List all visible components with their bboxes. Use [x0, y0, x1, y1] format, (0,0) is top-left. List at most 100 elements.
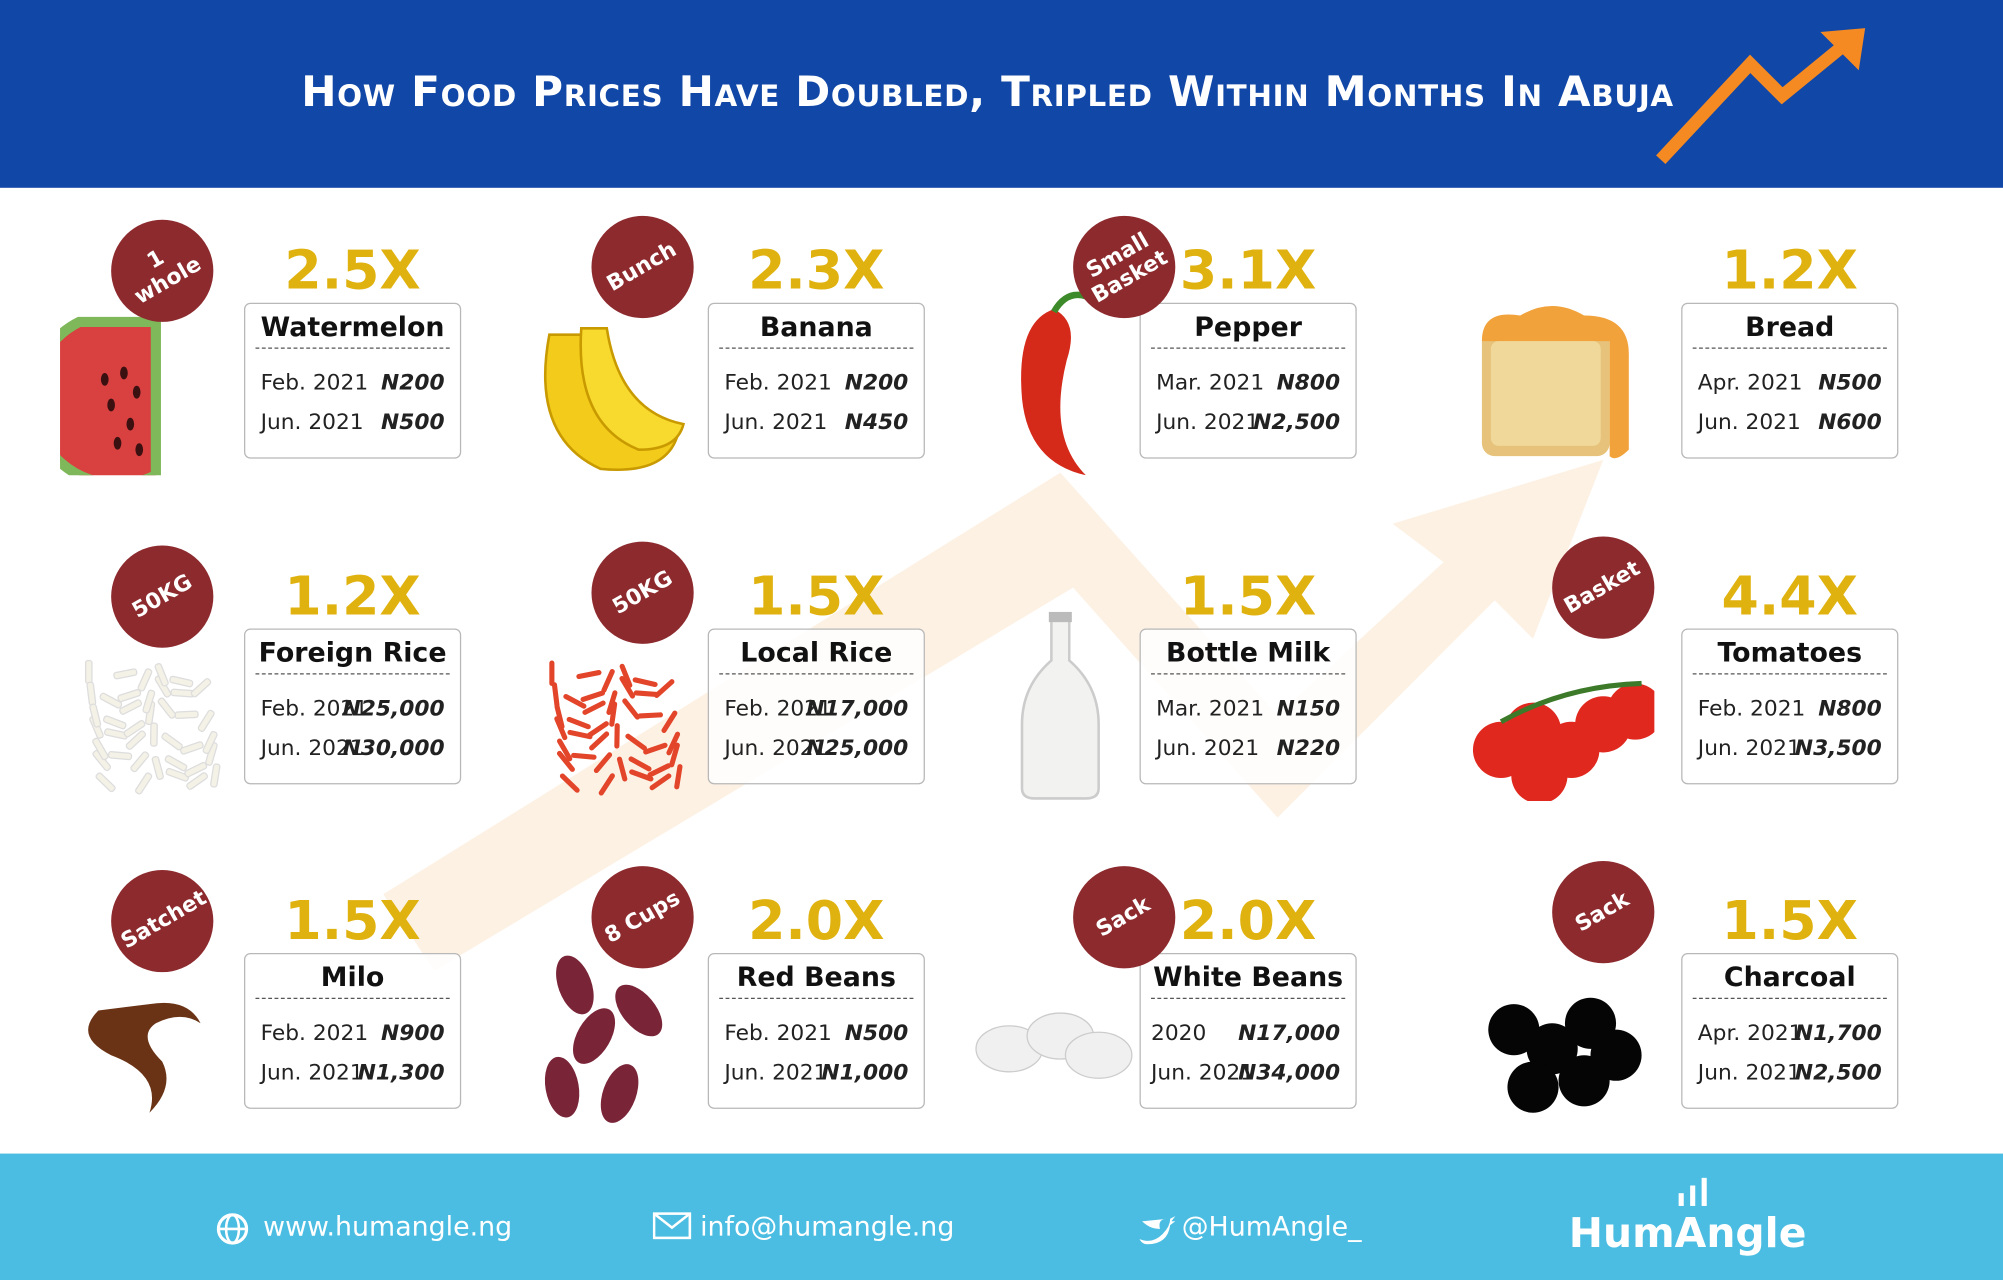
multiplier: 2.3X [748, 238, 885, 302]
shape [1504, 702, 1562, 759]
item-name: Local Rice [740, 637, 893, 669]
shape [601, 669, 615, 693]
date: Jun. 2021 [724, 1060, 828, 1086]
price: N900 [381, 1020, 445, 1047]
shape [563, 693, 587, 709]
shape [202, 730, 218, 755]
shape [126, 417, 135, 431]
shape [556, 750, 575, 772]
badge-text: 50KG [127, 568, 197, 624]
price: N500 [844, 1020, 909, 1047]
date: Jun. 2021 [260, 735, 364, 762]
shape [674, 764, 683, 790]
header-arrow [1656, 28, 1866, 165]
unit-badge: Satchet [111, 869, 214, 973]
shape [556, 738, 573, 762]
shape [600, 1064, 639, 1123]
food-illustration [1463, 284, 1655, 476]
shape [586, 721, 609, 738]
shape [84, 659, 221, 795]
multiplier: 1.5X [1179, 564, 1317, 628]
shape [157, 697, 177, 719]
shape [224, 1213, 241, 1245]
shape [643, 742, 668, 755]
shape [567, 729, 593, 740]
price: N17,000 [1238, 1020, 1341, 1047]
price: N500 [1818, 370, 1882, 397]
price-card: Watermelon Feb. 2021 N200 Jun. 2021 N500 [244, 302, 462, 459]
shape [1499, 680, 1642, 725]
divider [719, 997, 914, 1000]
badge-text: 1 whole [130, 244, 206, 311]
food-illustration [60, 934, 252, 1126]
multiplier: 2.5X [284, 238, 421, 302]
shape [125, 730, 147, 750]
price-card: Charcoal Apr. 2021 N1,700 Jun. 2021 N2,500 [1681, 953, 1899, 1109]
price: N2,500 [1794, 1060, 1882, 1086]
shape [1472, 680, 1664, 804]
email: info@humangle.ng [700, 1211, 955, 1242]
shape [142, 689, 156, 714]
price: N1,000 [821, 1060, 909, 1086]
shape [1048, 611, 1072, 623]
shape [135, 772, 153, 795]
food-illustration [1463, 934, 1655, 1126]
date: Jun. 2021 [724, 735, 828, 762]
badge-text: 50KG [607, 564, 677, 620]
price: N3,500 [1794, 735, 1882, 762]
shape [179, 741, 204, 755]
shape [632, 677, 658, 688]
trend-arrow [383, 459, 1604, 971]
divider [1692, 997, 1887, 1000]
price: N1,300 [357, 1060, 445, 1086]
shape [135, 443, 144, 457]
food-illustration [524, 609, 716, 801]
shape [1701, 1177, 1707, 1206]
shape [666, 731, 681, 756]
unit-badge: Sack [1073, 866, 1176, 969]
date: Feb. 2021 [724, 1020, 832, 1047]
shape [1678, 1193, 1684, 1206]
date: Feb. 2021 [260, 1020, 369, 1047]
multiplier: 2.0X [1179, 889, 1317, 952]
shape [117, 689, 142, 703]
food-illustration [60, 609, 252, 801]
food-illustration [1463, 609, 1664, 804]
shape [571, 752, 597, 760]
shape [113, 668, 138, 680]
food-illustration [965, 934, 1157, 1126]
date: Jun. 2021 [1697, 410, 1801, 436]
price: N450 [844, 410, 909, 436]
shape [582, 700, 606, 715]
price: N25,000 [342, 696, 445, 722]
divider [1151, 673, 1346, 675]
item-name: Milo [320, 961, 385, 993]
globe-icon [216, 1213, 249, 1245]
price: N1,700 [1794, 1020, 1882, 1047]
shape [622, 698, 640, 720]
date: 2020 [1151, 1020, 1207, 1047]
shape [544, 955, 663, 1123]
shape [598, 773, 615, 796]
shape [210, 763, 221, 788]
divider [719, 347, 914, 349]
multiplier: 1.5X [284, 889, 421, 952]
shape [1020, 611, 1100, 800]
shape [549, 660, 683, 796]
food-illustration [524, 284, 716, 476]
unit-badge: Small Basket [1073, 215, 1176, 319]
shape [619, 675, 636, 699]
shape [543, 327, 686, 471]
shape [154, 663, 169, 687]
price: N2,500 [1253, 410, 1341, 436]
shape [107, 398, 115, 412]
item-name: Charcoal [1723, 961, 1856, 993]
item-name: Foreign Rice [258, 637, 447, 669]
shape [551, 682, 560, 708]
date: Jun. 2021 [1156, 410, 1260, 436]
arrow-head [1820, 28, 1866, 71]
date: Jun. 2021 [1697, 1060, 1801, 1086]
shape [661, 710, 678, 734]
price: N150 [1276, 696, 1341, 722]
